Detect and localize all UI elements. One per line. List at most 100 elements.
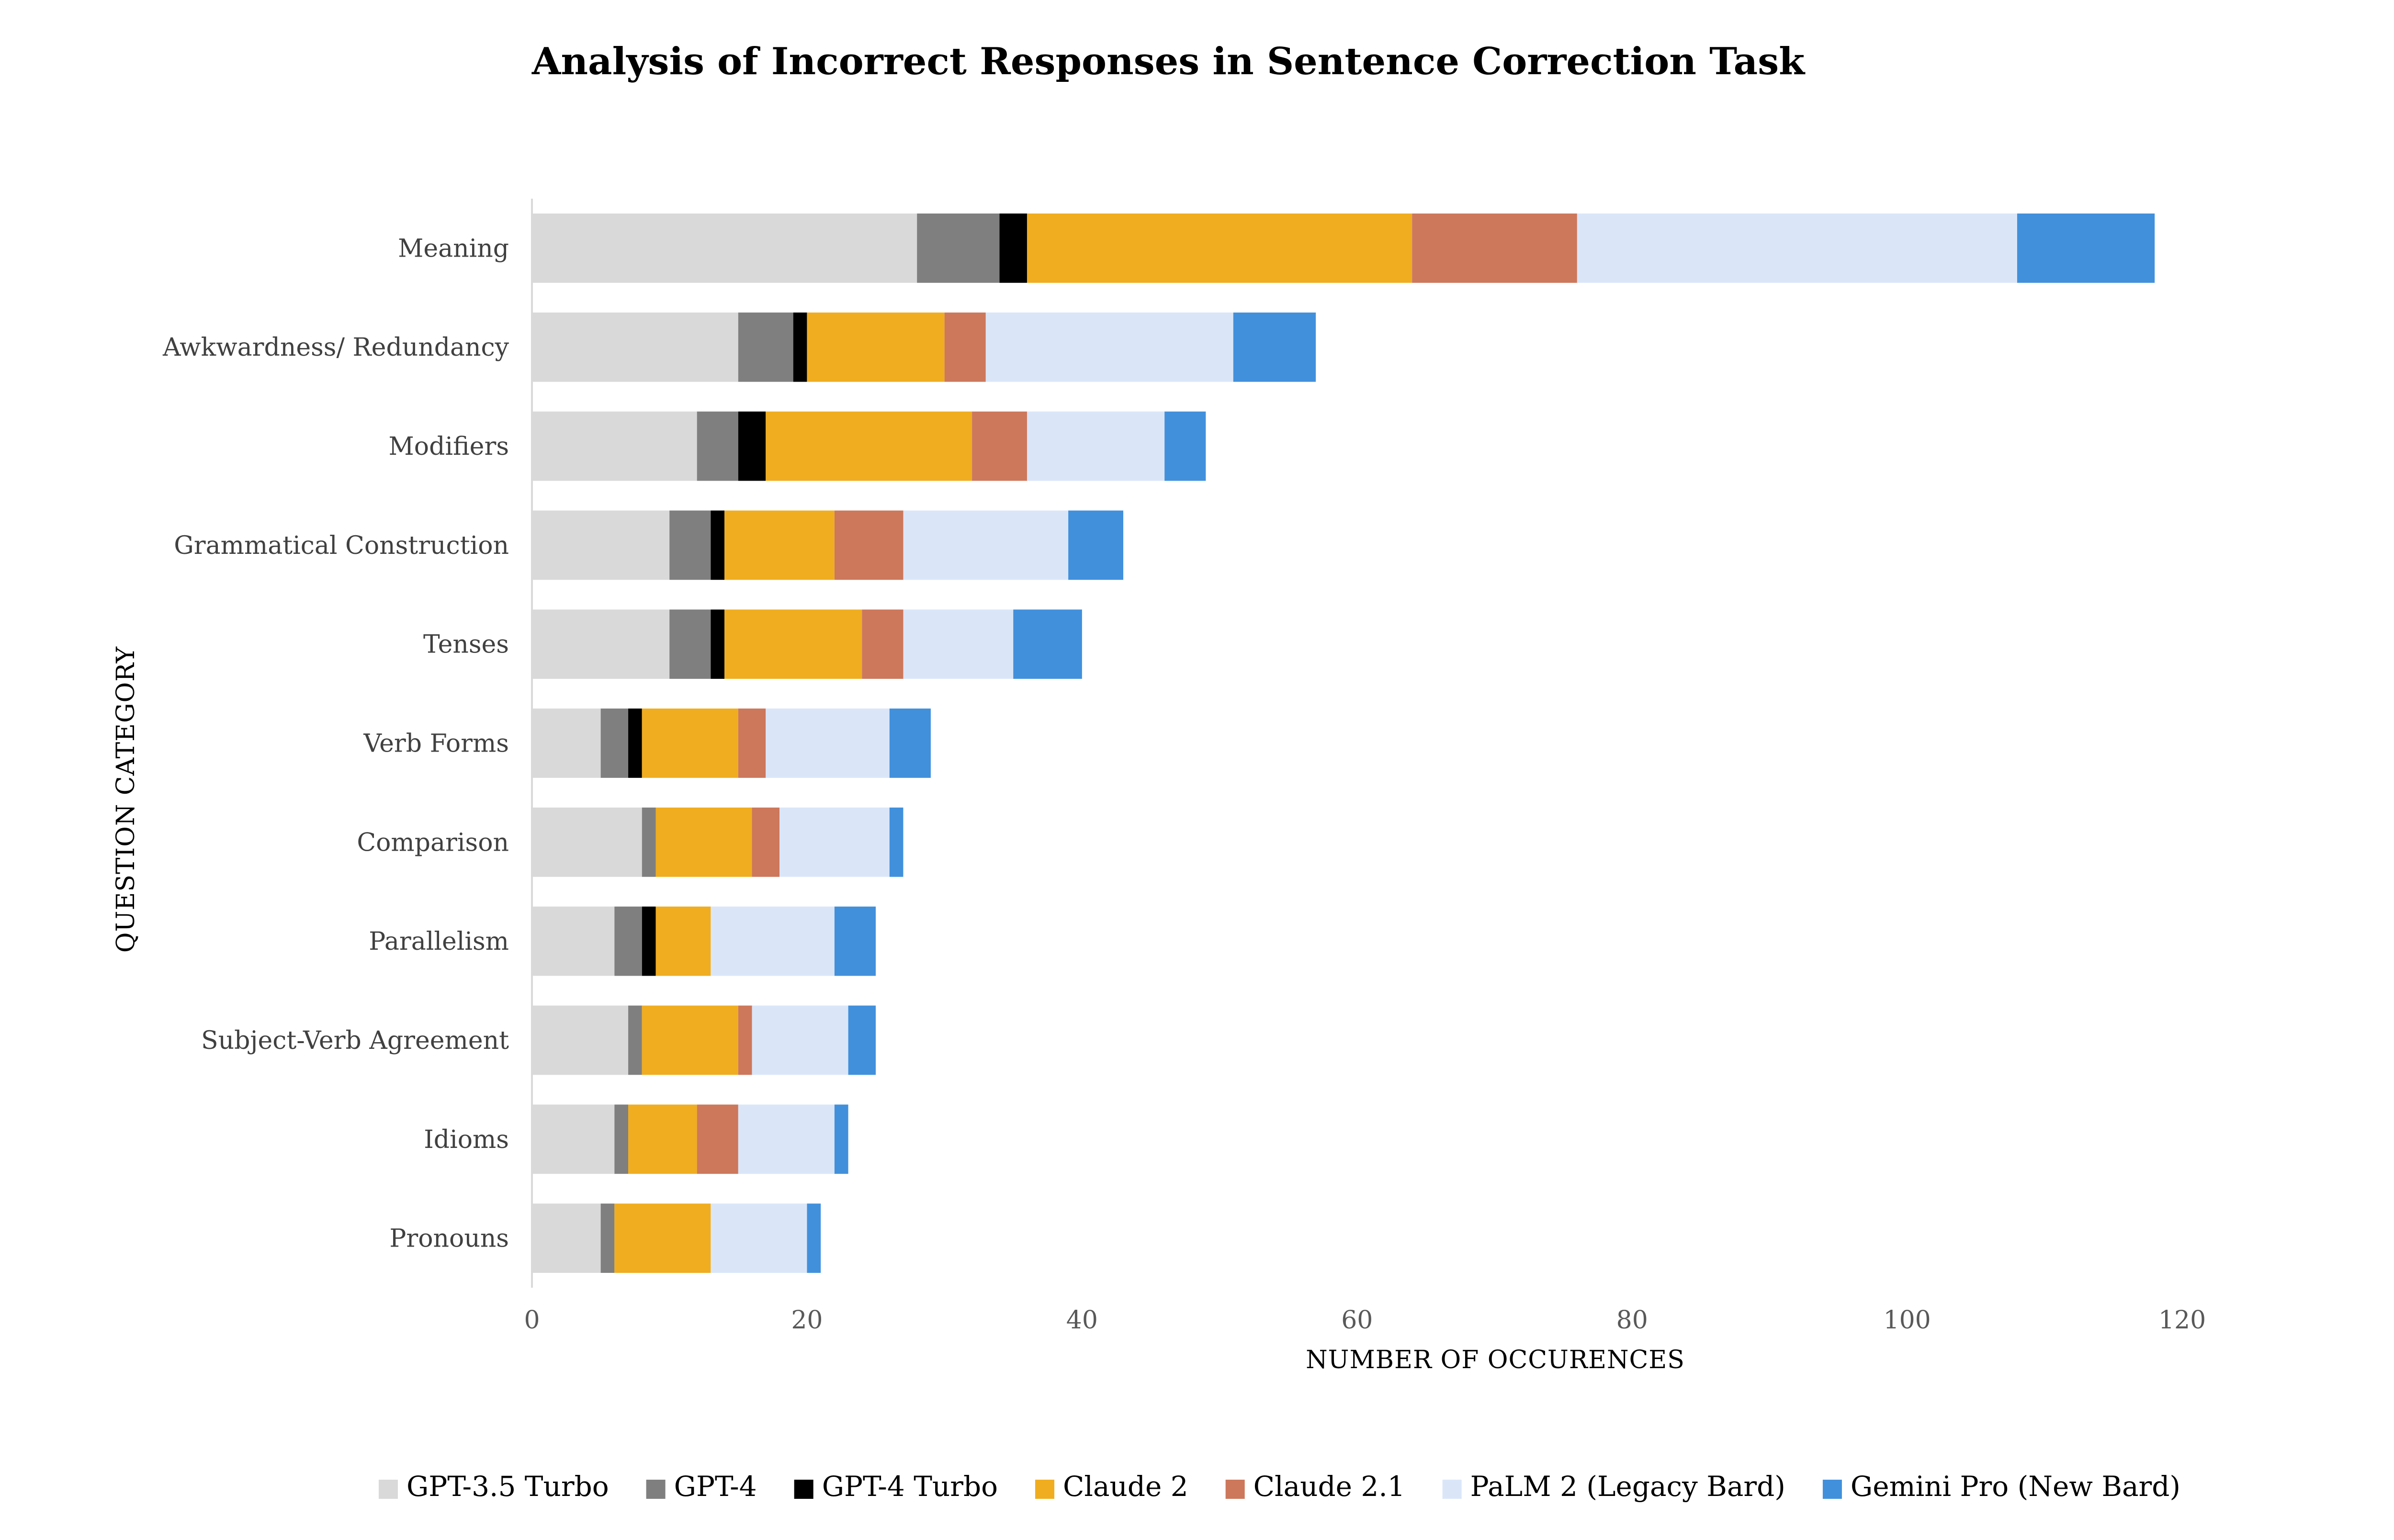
legend-item-claude-2-1: Claude 2.1 xyxy=(1225,1470,1405,1503)
bar-tenses-gpt-4-turbo xyxy=(711,609,725,679)
bar-modifiers-claude-2 xyxy=(766,411,972,481)
bar-awkwardness-redundancy-gpt-3-5-turbo xyxy=(532,312,738,382)
category-label-modifiers: Modifiers xyxy=(389,432,509,461)
x-axis-title: NUMBER OF OCCURENCES xyxy=(1306,1346,1685,1374)
bar-subject-verb-agreement-gpt-4 xyxy=(628,1005,642,1075)
bar-modifiers-gpt-4 xyxy=(697,411,738,481)
bar-tenses-gpt-3-5-turbo xyxy=(532,609,670,679)
bar-subject-verb-agreement-gemini-pro-new-bard xyxy=(848,1005,876,1075)
bar-parallelism-claude-2 xyxy=(655,906,711,976)
bar-idioms-claude-2-1 xyxy=(697,1104,738,1174)
bar-meaning-palm-2-legacy-bard xyxy=(1577,214,2017,283)
bar-tenses-claude-2-1 xyxy=(862,609,903,679)
legend-label-gpt-4-turbo: GPT-4 Turbo xyxy=(822,1470,998,1503)
bar-awkwardness-redundancy-gpt-4 xyxy=(738,312,793,382)
bar-verb-forms-palm-2-legacy-bard xyxy=(766,708,890,778)
category-labels: Meaning Awkwardness/ Redundancy Modifiers G… xyxy=(162,234,509,1253)
x-tick-labels: 020406080100120140 xyxy=(524,1306,2206,1335)
bar-comparison-claude-2 xyxy=(655,807,752,877)
legend-swatch-gpt-3-5-turbo xyxy=(378,1480,398,1499)
bar-modifiers-gpt-3-5-turbo xyxy=(532,411,697,481)
category-label-parallelism: Parallelism xyxy=(369,927,509,956)
x-tick-label-40: 40 xyxy=(1066,1306,1098,1335)
bar-verb-forms-claude-2 xyxy=(642,708,738,778)
bar-tenses-palm-2-legacy-bard xyxy=(903,609,1014,679)
bar-modifiers-palm-2-legacy-bard xyxy=(1027,411,1165,481)
chart-title: Analysis of Incorrect Responses in Sente… xyxy=(531,40,1806,83)
bar-idioms-gpt-3-5-turbo xyxy=(532,1104,615,1174)
bar-meaning-gemini-pro-new-bard xyxy=(2017,214,2155,283)
legend-swatch-claude-2-1 xyxy=(1225,1480,1245,1499)
bar-meaning-gpt-3-5-turbo xyxy=(532,214,917,283)
bar-tenses-gpt-4 xyxy=(669,609,711,679)
x-tick-label-60: 60 xyxy=(1341,1306,1373,1335)
legend-item-palm-2-legacy-bard: PaLM 2 (Legacy Bard) xyxy=(1442,1470,1785,1503)
legend-label-gpt-4: GPT-4 xyxy=(674,1470,757,1503)
bar-awkwardness-redundancy-gpt-4-turbo xyxy=(793,312,807,382)
category-label-idioms: Idioms xyxy=(424,1125,509,1154)
category-label-awkwardness-redundancy: Awkwardness/ Redundancy xyxy=(162,333,509,362)
bar-subject-verb-agreement-claude-2-1 xyxy=(738,1005,752,1075)
bar-tenses-gemini-pro-new-bard xyxy=(1013,609,1082,679)
bar-grammatical-construction-claude-2-1 xyxy=(834,510,903,580)
bar-idioms-claude-2 xyxy=(628,1104,697,1174)
bars-group xyxy=(532,214,2155,1273)
bar-idioms-gpt-4 xyxy=(614,1104,629,1174)
y-axis-title: QUESTION CATEGORY xyxy=(112,646,140,953)
bar-modifiers-claude-2-1 xyxy=(972,411,1027,481)
bar-pronouns-gpt-3-5-turbo xyxy=(532,1203,601,1273)
category-label-tenses: Tenses xyxy=(423,630,509,659)
bar-grammatical-construction-claude-2 xyxy=(724,510,835,580)
bar-pronouns-gemini-pro-new-bard xyxy=(807,1203,821,1273)
bar-awkwardness-redundancy-gemini-pro-new-bard xyxy=(1233,312,1316,382)
bar-tenses-claude-2 xyxy=(724,609,862,679)
bar-meaning-claude-2 xyxy=(1027,214,1412,283)
bar-subject-verb-agreement-palm-2-legacy-bard xyxy=(752,1005,848,1075)
bar-pronouns-palm-2-legacy-bard xyxy=(711,1203,807,1273)
legend-label-claude-2: Claude 2 xyxy=(1063,1470,1188,1503)
category-label-verb-forms: Verb Forms xyxy=(363,730,509,758)
legend-item-gpt-4: GPT-4 xyxy=(646,1470,757,1503)
legend-swatch-palm-2-legacy-bard xyxy=(1442,1480,1462,1499)
bar-parallelism-gpt-4-turbo xyxy=(642,906,656,976)
bar-comparison-palm-2-legacy-bard xyxy=(779,807,890,877)
bar-idioms-palm-2-legacy-bard xyxy=(738,1104,835,1174)
bar-meaning-gpt-4 xyxy=(917,214,1000,283)
bar-verb-forms-gpt-4-turbo xyxy=(628,708,642,778)
legend-label-palm-2-legacy-bard: PaLM 2 (Legacy Bard) xyxy=(1470,1470,1785,1503)
category-label-comparison: Comparison xyxy=(357,828,509,857)
bar-awkwardness-redundancy-claude-2-1 xyxy=(944,312,986,382)
x-tick-label-80: 80 xyxy=(1616,1306,1648,1335)
legend-item-claude-2: Claude 2 xyxy=(1035,1470,1188,1503)
bar-verb-forms-gpt-4 xyxy=(600,708,629,778)
legend-swatch-claude-2 xyxy=(1035,1480,1055,1499)
x-tick-label-0: 0 xyxy=(524,1306,540,1335)
legend-swatch-gemini-pro-new-bard xyxy=(1822,1480,1842,1499)
bar-parallelism-palm-2-legacy-bard xyxy=(711,906,835,976)
bar-grammatical-construction-gpt-4 xyxy=(669,510,711,580)
bar-verb-forms-gpt-3-5-turbo xyxy=(532,708,601,778)
legend-label-gpt-3-5-turbo: GPT-3.5 Turbo xyxy=(407,1470,609,1503)
category-label-meaning: Meaning xyxy=(398,234,509,263)
bar-comparison-claude-2-1 xyxy=(752,807,779,877)
bar-subject-verb-agreement-claude-2 xyxy=(642,1005,738,1075)
bar-grammatical-construction-gemini-pro-new-bard xyxy=(1068,510,1124,580)
bar-subject-verb-agreement-gpt-3-5-turbo xyxy=(532,1005,629,1075)
bar-pronouns-claude-2 xyxy=(614,1203,711,1273)
bar-idioms-gemini-pro-new-bard xyxy=(834,1104,848,1174)
bar-pronouns-gpt-4 xyxy=(600,1203,615,1273)
bar-parallelism-gpt-4 xyxy=(614,906,642,976)
category-label-pronouns: Pronouns xyxy=(389,1225,509,1253)
bar-comparison-gemini-pro-new-bard xyxy=(889,807,903,877)
bar-awkwardness-redundancy-claude-2 xyxy=(807,312,945,382)
bar-verb-forms-claude-2-1 xyxy=(738,708,766,778)
bar-verb-forms-gemini-pro-new-bard xyxy=(889,708,931,778)
legend-item-gpt-4-turbo: GPT-4 Turbo xyxy=(794,1470,998,1503)
bar-parallelism-gemini-pro-new-bard xyxy=(834,906,876,976)
legend: GPT-3.5 Turbo GPT-4 GPT-4 Turbo Claude 2 Cla… xyxy=(378,1470,2180,1503)
legend-label-claude-2-1: Claude 2.1 xyxy=(1253,1470,1405,1503)
bar-meaning-claude-2-1 xyxy=(1412,214,1577,283)
bar-parallelism-gpt-3-5-turbo xyxy=(532,906,615,976)
